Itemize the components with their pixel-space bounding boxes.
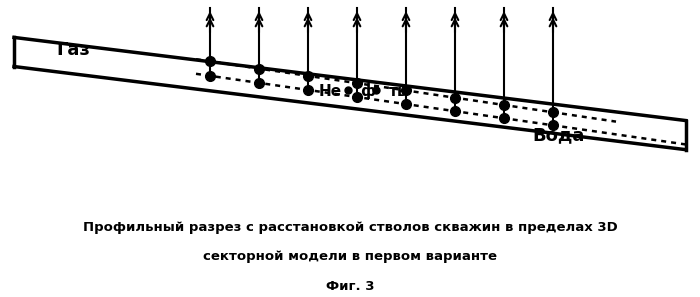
Text: Профильный разрез с расстановкой стволов скважин в пределах 3D: Профильный разрез с расстановкой стволов…	[83, 221, 617, 234]
Text: Фиг. 3: Фиг. 3	[326, 280, 374, 293]
Text: ть: ть	[389, 84, 407, 99]
Polygon shape	[14, 37, 686, 150]
Text: Вода: Вода	[532, 126, 584, 144]
Text: секторной модели в первом варианте: секторной модели в первом варианте	[203, 250, 497, 263]
Text: ф: ф	[360, 83, 376, 99]
Text: Газ: Газ	[56, 41, 90, 59]
Text: Не: Не	[318, 84, 342, 99]
